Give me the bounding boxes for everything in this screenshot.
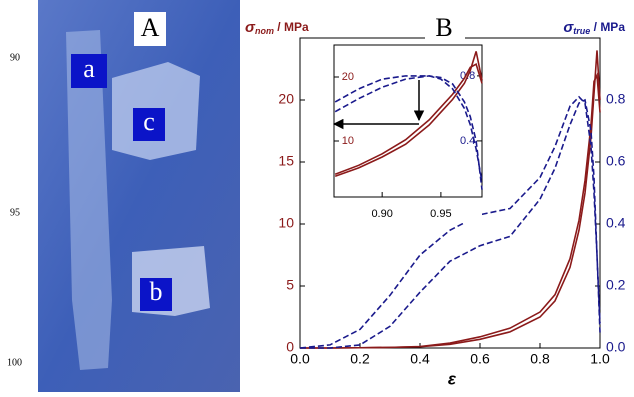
data-line — [334, 75, 483, 182]
y2-tick-label: 0.4 — [460, 135, 475, 147]
x-tick-label: 0.90 — [371, 208, 392, 220]
sample-label: b — [150, 277, 163, 306]
data-line — [300, 72, 601, 349]
panel-label-box — [425, 14, 465, 46]
panel-label: B — [435, 13, 452, 42]
y-tick-label: 20 — [278, 91, 294, 107]
axis-subscript: nom — [255, 26, 274, 36]
y2-tick-label: 0.6 — [606, 153, 626, 169]
data-line — [299, 95, 601, 349]
y2-tick-label: 0.2 — [606, 277, 626, 293]
y2-tick-label: 0.0 — [606, 339, 626, 355]
line-number: 90 — [10, 52, 20, 63]
sample-label: c — [143, 107, 155, 136]
panel-label: A — [141, 13, 160, 42]
y-tick-label: 10 — [278, 215, 294, 231]
x-tick-label: 0.0 — [290, 351, 310, 367]
axis-unit: / MPa — [590, 20, 625, 34]
x-tick-label: 0.8 — [530, 351, 550, 367]
line-number: 100 — [7, 357, 22, 368]
axis-symbol: σ — [245, 19, 256, 36]
axis-label: σnom / MPa — [245, 19, 309, 36]
y2-tick-label: 0.8 — [606, 91, 626, 107]
y-tick-label: 10 — [342, 135, 354, 147]
x-tick-label: 0.4 — [410, 351, 430, 367]
y2-tick-label: 0.4 — [606, 215, 626, 231]
inset-background — [334, 45, 482, 223]
annotation-arrows — [332, 80, 425, 130]
label-box — [133, 108, 165, 141]
label-box — [71, 54, 107, 88]
data-line — [334, 63, 483, 176]
x-axis-label: ε — [448, 369, 457, 388]
sample-label: a — [83, 54, 95, 83]
x-tick-label: 1.0 — [590, 351, 610, 367]
data-line — [334, 51, 483, 177]
panel-label-box — [134, 12, 166, 46]
y-tick-label: 5 — [286, 277, 294, 293]
axis-symbol: σ — [563, 19, 574, 36]
label-box — [140, 278, 172, 311]
data-line — [334, 75, 483, 190]
axis-subscript: true — [573, 26, 590, 36]
x-tick-label: 0.6 — [470, 351, 490, 367]
x-tick-label: 0.2 — [350, 351, 370, 367]
y-tick-label: 0 — [286, 339, 294, 355]
data-line — [300, 98, 601, 349]
sample-a — [66, 30, 112, 370]
x-tick-label: 0.95 — [430, 208, 451, 220]
line-number: 95 — [10, 207, 20, 218]
y-tick-label: 20 — [342, 71, 354, 83]
photo: A a c b — [38, 0, 240, 392]
axis-label: σtrue / MPa — [563, 19, 625, 36]
y-tick-label: 15 — [278, 153, 294, 169]
axis-unit: / MPa — [274, 20, 309, 34]
main-chart: 0.0 0.2 0.4 0.6 0.8 1.0 0 5 10 15 20 0.0 0.2 0.4 0.6 0.… — [245, 13, 626, 389]
